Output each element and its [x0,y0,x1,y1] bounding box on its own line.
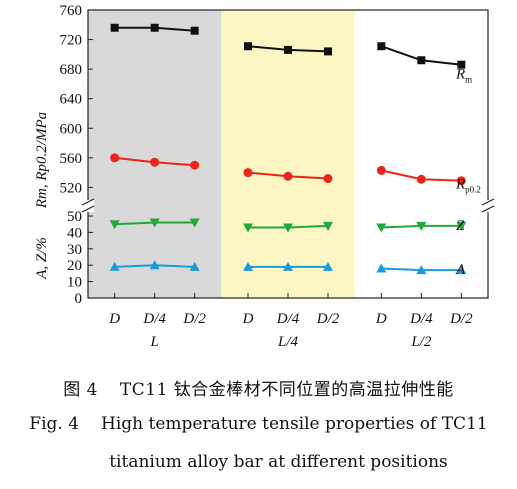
series-layer [109,23,467,275]
ytick-label-top-600: 600 [60,121,83,137]
point-Rp0.2-2-0 [376,165,386,175]
group-label-2: L/2 [410,334,432,350]
point-Z-2-2 [456,221,467,231]
ytick-label-bottom-0: 0 [75,291,83,307]
group-label-0: L [149,334,158,350]
group-label-1: L/4 [277,334,299,350]
ytick-label-top-760: 760 [60,3,83,19]
point-A-1-2 [323,261,333,271]
ytick-label-bottom-50: 50 [67,209,82,225]
axes [81,9,495,299]
group-shade-2 [354,10,488,298]
point-Z-1-0 [243,223,253,233]
point-A-2-2 [456,265,467,275]
caption-number-cn: 图 4 [63,380,98,400]
ytick-label-top-680: 680 [60,62,83,78]
point-Z-0-0 [109,220,120,230]
group-shade-1 [221,10,355,298]
point-Rp0.2-2-1 [416,174,426,184]
ytick-label-bottom-40: 40 [67,225,82,241]
series-Rm [110,23,466,69]
point-A-1-0 [243,261,253,271]
point-Rp0.2-2-2 [456,176,466,186]
point-Z-2-0 [376,223,387,233]
point-A-0-1 [149,260,160,270]
y-axis-title-bottom: A, Z/% [34,237,50,280]
ytick-label-top-560: 560 [60,151,83,167]
point-Rp0.2-0-0 [110,153,120,163]
position-label-2-2: D/2 [449,311,473,327]
point-Z-0-1 [149,218,160,228]
series-label-Rp0.2: Rp0.2 [455,177,481,195]
point-A-0-0 [109,261,120,271]
point-A-2-1 [416,265,427,275]
point-Rp0.2-0-1 [150,157,160,167]
ytick-label-top-720: 720 [60,33,83,49]
position-label-0-0: D [108,311,120,327]
point-Z-1-1 [283,223,293,233]
point-Z-0-2 [189,218,200,228]
point-Z-1-2 [323,221,333,231]
point-Rm-2-1 [417,56,426,65]
caption-text-en-1: High temperature tensile properties of T… [101,414,488,434]
position-label-1-2: D/2 [316,311,340,327]
point-A-0-2 [189,261,200,271]
ytick-label-top-520: 520 [60,180,83,196]
ytick-label-bottom-30: 30 [67,242,82,258]
position-label-1-0: D [242,311,254,327]
point-A-2-0 [376,263,387,273]
series-label-Z: Z [456,218,465,234]
series-A [109,260,467,275]
point-Rm-0-1 [150,23,159,32]
position-label-2-1: D/4 [409,311,433,327]
point-Rm-1-0 [244,42,252,51]
point-Rp0.2-1-1 [283,171,293,181]
group-shading [88,10,488,298]
position-label-0-2: D/2 [182,311,206,327]
point-Rm-2-0 [377,42,386,51]
position-label-0-1: D/4 [142,311,166,327]
axis-break-left [81,198,95,213]
series-Rp0.2 [110,153,466,186]
ytick-label-bottom-20: 20 [67,258,82,274]
figure-caption-chinese: 图 4 TC11 钛合金棒材不同位置的高温拉伸性能 [0,375,517,400]
position-label-1-1: D/4 [276,311,300,327]
point-Rp0.2-1-2 [323,174,333,184]
caption-number-en: Fig. 4 [29,414,80,434]
point-Rm-2-2 [457,60,466,69]
series-Z [109,218,467,233]
ytick-label-bottom-10: 10 [67,275,82,291]
point-A-1-1 [283,261,293,271]
figure-caption-english-line2: titanium alloy bar at different position… [0,452,517,472]
point-Rp0.2-1-0 [243,168,253,178]
point-Rm-0-2 [190,26,199,35]
ytick-label-top-640: 640 [60,92,83,108]
axis-break-right [481,198,495,213]
point-Rm-0-0 [110,23,119,32]
caption-text-cn: TC11 钛合金棒材不同位置的高温拉伸性能 [119,380,454,400]
figure-caption-english-line1: Fig. 4 High temperature tensile propertie… [0,414,517,434]
series-label-Rm: Rm [455,67,472,85]
group-shade-0 [88,10,222,298]
position-label-2-0: D [375,311,387,327]
series-label-A: A [455,262,466,278]
caption-text-en-2: titanium alloy bar at different position… [109,452,448,472]
point-Z-2-1 [416,221,427,231]
point-Rm-1-1 [284,45,292,54]
y-axis-title-top: Rm, Rp0.2/MPa [34,112,50,209]
point-Rm-1-2 [324,47,332,56]
point-Rp0.2-0-2 [190,160,200,170]
